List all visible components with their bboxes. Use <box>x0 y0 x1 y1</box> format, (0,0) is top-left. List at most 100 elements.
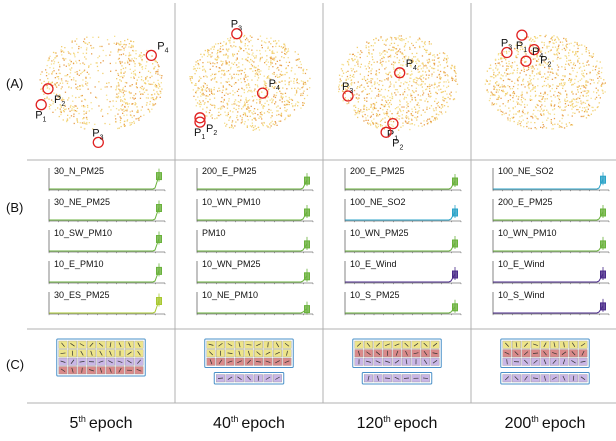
scatter-point <box>161 75 163 77</box>
scatter-point <box>211 73 214 75</box>
scatter-point <box>349 74 351 76</box>
scatter-point <box>526 125 528 128</box>
scatter-point <box>514 82 516 84</box>
arrow-glyph <box>71 367 74 373</box>
scatter-point <box>497 62 499 64</box>
scatter-point <box>223 106 225 108</box>
scatter-point <box>534 127 536 129</box>
scatter-point <box>560 57 562 59</box>
scatter-point <box>59 82 61 84</box>
row-label: (C) <box>6 357 24 372</box>
scatter-point <box>344 97 346 99</box>
scatter-point <box>56 76 58 78</box>
scatter-point <box>400 35 402 37</box>
scatter-point <box>197 60 199 62</box>
scatter-point <box>191 77 193 79</box>
scatter-point <box>533 36 536 38</box>
scatter-point <box>445 81 447 83</box>
scatter-point <box>222 63 224 65</box>
scatter-point <box>224 54 226 56</box>
scatter-point <box>123 98 126 100</box>
scatter-point <box>249 90 251 92</box>
scatter-point <box>270 56 272 58</box>
scatter-point <box>523 103 526 106</box>
scatter-point <box>499 86 501 88</box>
scatter-point <box>261 122 263 124</box>
scatter-point <box>207 52 209 54</box>
scatter-point <box>419 46 421 49</box>
scatter-point <box>531 89 533 91</box>
scatter-point <box>379 120 382 123</box>
scatter-point <box>299 88 301 90</box>
scatter-point <box>64 104 66 106</box>
scatter-point <box>437 101 440 103</box>
scatter-point <box>595 66 597 68</box>
scatter-point <box>105 54 107 57</box>
highlight-circle <box>501 46 513 59</box>
scatter-point <box>78 48 80 50</box>
scatter-point <box>43 80 45 83</box>
highlight-circle <box>231 28 243 40</box>
scatter-point <box>592 106 594 109</box>
scatter-point <box>379 62 381 64</box>
scatter-point <box>52 67 55 69</box>
scatter-point <box>266 77 268 79</box>
scatter-point <box>558 95 560 97</box>
scatter-point <box>546 94 549 96</box>
scatter-point <box>589 83 592 85</box>
scatter-point <box>436 113 438 115</box>
scatter-point <box>404 91 406 93</box>
scatter-point <box>566 60 568 62</box>
scatter-point <box>120 72 122 74</box>
scatter-point <box>84 106 86 108</box>
scatter-point <box>382 104 384 106</box>
scatter-point <box>365 119 367 121</box>
scatter-point <box>407 87 409 89</box>
scatter-point <box>246 125 248 127</box>
scatter-point <box>368 53 371 55</box>
scatter-point <box>388 105 390 107</box>
scatter-point <box>535 107 537 109</box>
scatter-point <box>361 78 364 80</box>
scatter-point <box>117 127 119 130</box>
scatter-point <box>140 79 143 81</box>
scatter-point <box>489 80 491 82</box>
scatter-point <box>385 50 387 52</box>
scatter-point <box>257 108 259 111</box>
scatter-point <box>395 38 397 40</box>
scatter-point <box>287 103 289 106</box>
scatter-point <box>503 113 505 115</box>
scatter-point <box>139 97 142 99</box>
scatter-point <box>401 38 403 40</box>
scatter-point <box>436 76 438 78</box>
scatter-point <box>278 76 280 78</box>
arrow-glyph <box>118 342 122 348</box>
scatter-point <box>433 59 435 61</box>
scatter-point <box>415 60 417 63</box>
scatter-point <box>257 68 259 70</box>
scatter-point <box>268 88 270 90</box>
scatter-point <box>109 54 111 56</box>
scatter-point <box>417 58 419 60</box>
scatter-point <box>568 78 571 80</box>
scatter-point <box>540 61 543 64</box>
scatter-point <box>427 77 430 79</box>
scatter-point <box>557 123 559 125</box>
scatter-point <box>124 98 126 101</box>
scatter-point <box>210 91 213 93</box>
scatter-point <box>356 56 358 58</box>
scatter-point <box>592 69 594 71</box>
scatter-point <box>566 46 568 49</box>
scatter-point <box>274 124 276 126</box>
point-letter: P <box>54 94 61 106</box>
scatter-point <box>57 61 60 64</box>
scatter-point <box>595 96 598 99</box>
scatter-point <box>217 49 219 52</box>
scatter-point <box>561 41 564 43</box>
scatter-point <box>351 58 353 60</box>
scatter-point <box>246 59 248 62</box>
scatter-point <box>256 79 259 81</box>
scatter-point <box>240 78 242 80</box>
scatter-point <box>531 65 534 67</box>
